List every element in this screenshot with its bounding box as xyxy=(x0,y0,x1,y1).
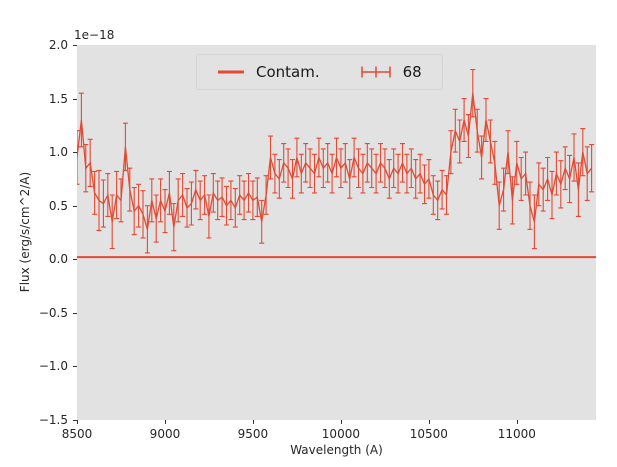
y-tick-mark xyxy=(73,205,77,207)
x-tick-mark xyxy=(252,420,254,424)
x-tick-label: 8500 xyxy=(61,427,93,441)
x-tick-label: 11000 xyxy=(497,427,536,441)
y-tick-label: 1.5 xyxy=(48,91,68,106)
y-tick-label: −1.0 xyxy=(38,359,68,374)
x-tick-label: 9000 xyxy=(149,427,181,441)
contam-line-glyph xyxy=(218,70,244,74)
y-axis-offset-text: 1e−18 xyxy=(74,28,115,42)
y-tick-mark xyxy=(73,98,77,100)
y-tick-mark xyxy=(73,259,77,261)
legend-item-contam: Contam. xyxy=(217,63,320,81)
legend-label-contam: Contam. xyxy=(256,63,320,81)
y-tick-label: 0.0 xyxy=(48,252,68,267)
x-tick-mark xyxy=(77,420,78,424)
y-tick-label: −1.5 xyxy=(38,413,68,427)
errorbar-glyph xyxy=(360,66,391,78)
legend-label-68: 68 xyxy=(402,63,422,81)
plot-area xyxy=(77,45,596,420)
x-tick-label: 9500 xyxy=(237,427,269,441)
legend: Contam. 68 xyxy=(196,54,443,90)
y-tick-label: 2.0 xyxy=(48,38,68,52)
y-tick-label: 1.0 xyxy=(48,145,68,160)
legend-item-68: 68 xyxy=(360,63,422,81)
y-tick-label: −0.5 xyxy=(38,305,68,320)
y-tick-mark xyxy=(73,152,77,154)
x-tick-mark xyxy=(340,420,342,424)
x-axis-label: Wavelength (A) xyxy=(290,443,383,457)
spectrum-line-68 xyxy=(77,93,593,230)
y-tick-label: 0.5 xyxy=(48,198,68,213)
y-tick-mark xyxy=(73,312,77,314)
x-tick-mark xyxy=(164,420,166,424)
y-tick-mark xyxy=(73,366,77,368)
x-tick-label: 10500 xyxy=(409,427,448,441)
spectrum-plot xyxy=(77,69,596,259)
y-tick-mark xyxy=(73,45,77,46)
y-axis-label: Flux (erg/s/cm^2/A) xyxy=(18,171,32,293)
x-tick-label: 10000 xyxy=(321,427,360,441)
x-tick-mark xyxy=(516,420,518,424)
y-tick-mark xyxy=(73,420,77,421)
x-tick-mark xyxy=(428,420,430,424)
